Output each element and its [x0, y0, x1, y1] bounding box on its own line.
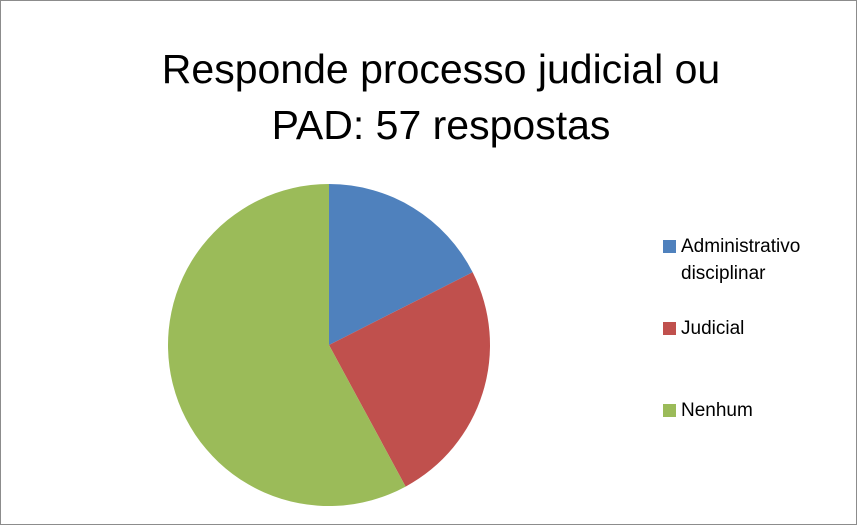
pie-slice	[168, 184, 406, 506]
pie-slice	[329, 272, 490, 487]
pie-slice	[329, 184, 473, 345]
legend-label: Administrativo disciplinar	[681, 236, 801, 284]
chart-title: Responde processo judicial ou PAD: 57 re…	[161, 46, 721, 148]
legend-label: Nenhum	[681, 400, 753, 421]
legend-swatch	[663, 322, 676, 335]
legend: Administrativo disciplinar Judicial Nenhum	[663, 233, 843, 479]
legend-label: Judicial	[681, 318, 745, 339]
legend-item: Administrativo disciplinar	[663, 233, 843, 315]
legend-swatch	[663, 404, 676, 417]
legend-swatch	[663, 240, 676, 253]
legend-item: Nenhum	[663, 397, 843, 479]
legend-item: Judicial	[663, 315, 843, 397]
